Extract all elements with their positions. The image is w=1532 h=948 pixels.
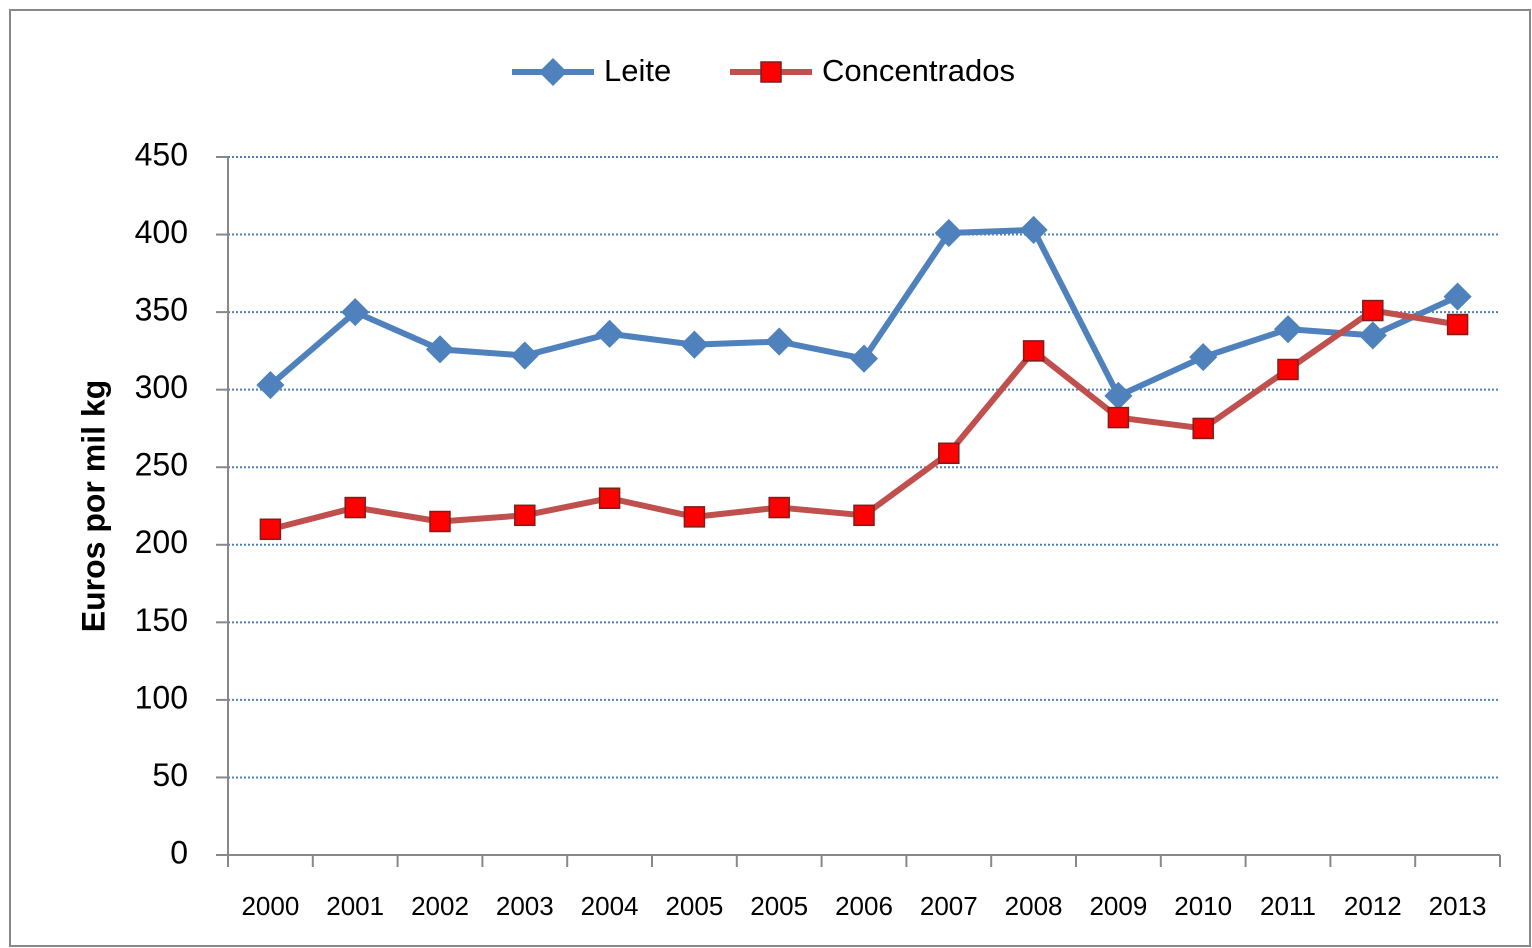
x-tick-label: 2005 [750,891,808,921]
y-tick-label: 150 [135,602,188,638]
data-point [510,341,539,370]
data-point [683,506,706,528]
y-tick-label: 0 [170,834,188,870]
data-point [680,330,709,359]
x-tick-label: 2000 [241,891,299,921]
legend-marker [760,61,782,83]
y-tick-label: 100 [135,679,188,715]
y-tick-label: 200 [135,524,188,560]
x-tick-label: 2012 [1344,891,1402,921]
y-tick-label: 450 [135,136,188,172]
legend-label: Concentrados [822,53,1015,88]
data-point [595,319,624,348]
data-point [514,504,536,527]
data-point [1192,417,1214,440]
data-point [1277,358,1299,381]
data-point [256,370,285,400]
chart-frame [9,9,1531,947]
data-point [1022,340,1045,362]
data-point [1273,315,1303,344]
y-tick-label: 350 [135,292,188,328]
data-point [765,327,794,356]
data-point [938,442,960,465]
y-tick-label: 400 [135,214,188,250]
x-tick-label: 2011 [1260,891,1316,921]
data-point [341,298,370,327]
x-tick-label: 2004 [581,891,639,921]
x-tick-label: 2010 [1174,891,1232,921]
data-point [853,504,875,527]
data-point [598,487,621,509]
data-point [768,496,790,519]
y-tick-label: 50 [152,757,188,793]
x-tick-label: 2008 [1005,891,1063,921]
data-point [259,518,282,541]
x-tick-label: 2013 [1429,891,1487,921]
data-point [1358,321,1387,350]
x-tick-label: 2006 [835,891,893,921]
data-point [1189,343,1218,372]
data-point [1446,313,1469,336]
data-point [1019,215,1048,244]
y-axis-label: Euros por mil kg [75,380,111,632]
x-tick-label: 2001 [326,891,384,921]
x-tick-label: 2002 [411,891,469,921]
data-point [1443,282,1472,311]
y-tick-label: 250 [135,447,188,483]
data-point [849,344,879,373]
x-tick-label: 2005 [665,891,723,921]
data-point [344,496,366,519]
data-point [1107,406,1130,429]
x-tick-label: 2003 [496,891,554,921]
data-point [429,510,451,533]
data-point [425,335,455,364]
data-point [1362,299,1384,322]
data-point [934,218,963,248]
x-tick-label: 2009 [1089,891,1147,921]
legend-marker [538,57,568,87]
x-tick-label: 2007 [920,891,978,921]
legend-label: Leite [604,53,671,88]
y-tick-label: 300 [135,369,188,405]
